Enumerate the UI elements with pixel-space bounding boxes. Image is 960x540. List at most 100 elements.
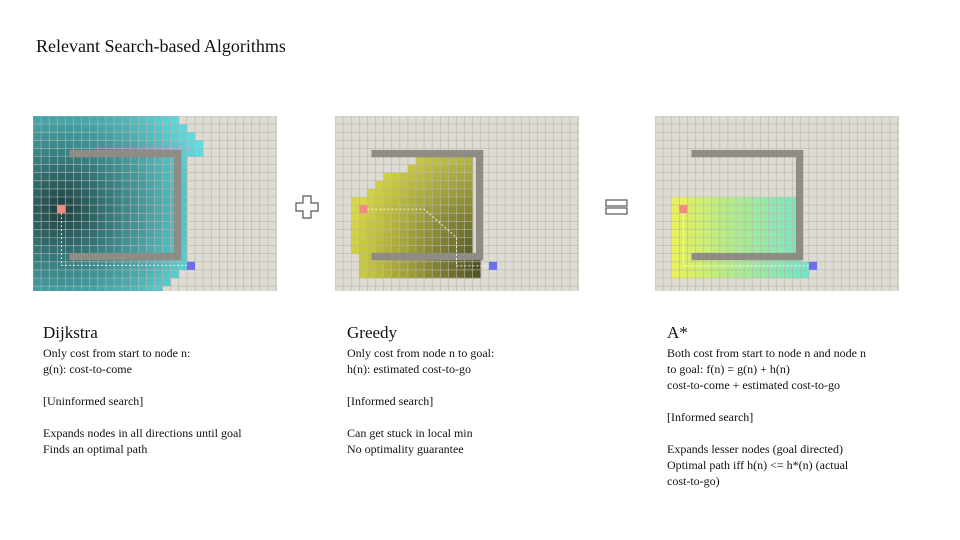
- explored-cell: [170, 116, 180, 125]
- explored-cell: [687, 213, 696, 222]
- explored-cell: [359, 261, 368, 271]
- explored-cell: [391, 188, 401, 198]
- explored-cell: [73, 237, 82, 246]
- explored-cell: [432, 156, 441, 165]
- explored-cell: [464, 164, 474, 174]
- explored-cell: [33, 116, 42, 125]
- explored-cell: [41, 197, 50, 206]
- explored-cell: [138, 156, 147, 165]
- explored-cell: [367, 197, 376, 206]
- dijkstra-grid: [33, 116, 277, 291]
- explored-cell: [41, 156, 50, 165]
- explored-cell: [784, 229, 794, 238]
- explored-cell: [122, 116, 131, 125]
- explored-cell: [89, 269, 99, 279]
- explored-cell: [784, 213, 794, 222]
- explored-cell: [33, 253, 42, 263]
- explored-cell: [440, 221, 449, 230]
- goal-node: [488, 261, 497, 270]
- explored-cell: [375, 229, 384, 238]
- explored-cell: [359, 253, 368, 263]
- greedy-line: [Informed search]: [347, 394, 434, 408]
- explored-cell: [752, 213, 761, 222]
- explored-cell: [399, 197, 409, 206]
- explored-cell: [130, 156, 139, 165]
- explored-cell: [432, 237, 441, 246]
- explored-cell: [89, 245, 99, 255]
- explored-cell: [146, 172, 155, 182]
- explored-cell: [57, 188, 66, 198]
- explored-cell: [719, 213, 729, 222]
- explored-cell: [105, 205, 115, 214]
- explored-cell: [178, 140, 188, 149]
- explored-cell: [375, 213, 384, 222]
- explored-cell: [375, 261, 384, 271]
- explored-cell: [375, 197, 384, 206]
- explored-cell: [122, 286, 131, 291]
- explored-cell: [73, 205, 82, 214]
- explored-cell: [89, 188, 99, 198]
- explored-cell: [391, 213, 401, 222]
- explored-cell: [391, 229, 401, 238]
- explored-cell: [114, 269, 123, 279]
- explored-cell: [464, 245, 474, 255]
- explored-cell: [744, 245, 753, 255]
- explored-cell: [768, 229, 777, 238]
- explored-cell: [154, 132, 163, 141]
- explored-cell: [33, 124, 42, 133]
- explored-cell: [359, 229, 368, 238]
- explored-cell: [456, 197, 465, 206]
- explored-cell: [752, 221, 761, 230]
- explored-cell: [464, 156, 474, 165]
- explored-cell: [89, 180, 99, 190]
- explored-cell: [41, 253, 50, 263]
- explored-cell: [138, 237, 147, 246]
- explored-cell: [122, 205, 131, 214]
- explored-cell: [146, 286, 155, 291]
- explored-cell: [399, 180, 409, 190]
- explored-cell: [416, 221, 425, 230]
- explored-cell: [776, 221, 785, 230]
- explored-cell: [407, 245, 417, 255]
- explored-cell: [138, 140, 147, 149]
- explored-cell: [351, 229, 360, 238]
- explored-cell: [424, 229, 433, 238]
- explored-cell: [416, 164, 425, 174]
- explored-cell: [130, 205, 139, 214]
- explored-cell: [138, 261, 147, 271]
- explored-cell: [65, 116, 74, 125]
- explored-cell: [138, 180, 147, 190]
- explored-cell: [416, 180, 425, 190]
- explored-cell: [105, 180, 115, 190]
- explored-cell: [424, 156, 433, 165]
- explored-cell: [736, 269, 745, 279]
- explored-cell: [114, 286, 123, 291]
- explored-cell: [138, 245, 147, 255]
- explored-cell: [130, 180, 139, 190]
- explored-cell: [195, 140, 204, 149]
- explored-cell: [407, 213, 417, 222]
- explored-cell: [49, 213, 58, 222]
- explored-cell: [760, 205, 769, 214]
- explored-cell: [122, 237, 131, 246]
- explored-cell: [407, 164, 417, 174]
- explored-cell: [105, 269, 115, 279]
- explored-cell: [391, 245, 401, 255]
- explored-cell: [416, 237, 425, 246]
- explored-cell: [154, 245, 163, 255]
- explored-cell: [383, 269, 393, 279]
- explored-cell: [695, 269, 704, 279]
- explored-cell: [456, 172, 465, 182]
- explored-cell: [33, 221, 42, 230]
- explored-cell: [146, 116, 155, 125]
- dijkstra-line: [Uninformed search]: [43, 394, 144, 408]
- explored-cell: [89, 164, 99, 174]
- explored-cell: [800, 261, 810, 271]
- wall: [371, 252, 484, 261]
- explored-cell: [162, 172, 172, 182]
- explored-cell: [105, 245, 115, 255]
- explored-cell: [178, 221, 188, 230]
- explored-cell: [375, 188, 384, 198]
- explored-cell: [33, 261, 42, 271]
- explored-cell: [784, 237, 794, 246]
